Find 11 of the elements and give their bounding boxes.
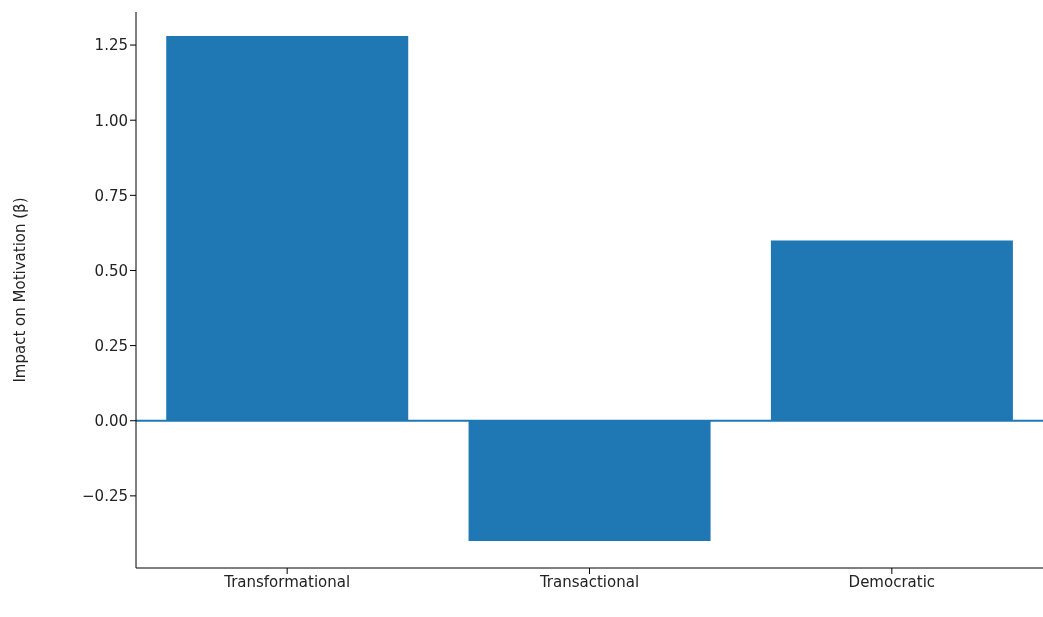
x-tick-label: Transactional: [538, 572, 640, 591]
y-axis-title: Impact on Motivation (β): [11, 197, 30, 383]
y-tick-label: 0.50: [94, 261, 128, 280]
y-tick-label: 0.25: [94, 336, 128, 355]
y-tick-label: 0.00: [94, 412, 128, 431]
x-tick-label: Transformational: [223, 572, 351, 591]
y-tick-label: 0.75: [94, 186, 128, 205]
y-tick-label: −0.25: [82, 487, 128, 506]
y-tick-label: 1.25: [94, 36, 128, 55]
x-tick-label: Democratic: [848, 572, 936, 591]
y-tick-label: 1.00: [94, 111, 128, 130]
